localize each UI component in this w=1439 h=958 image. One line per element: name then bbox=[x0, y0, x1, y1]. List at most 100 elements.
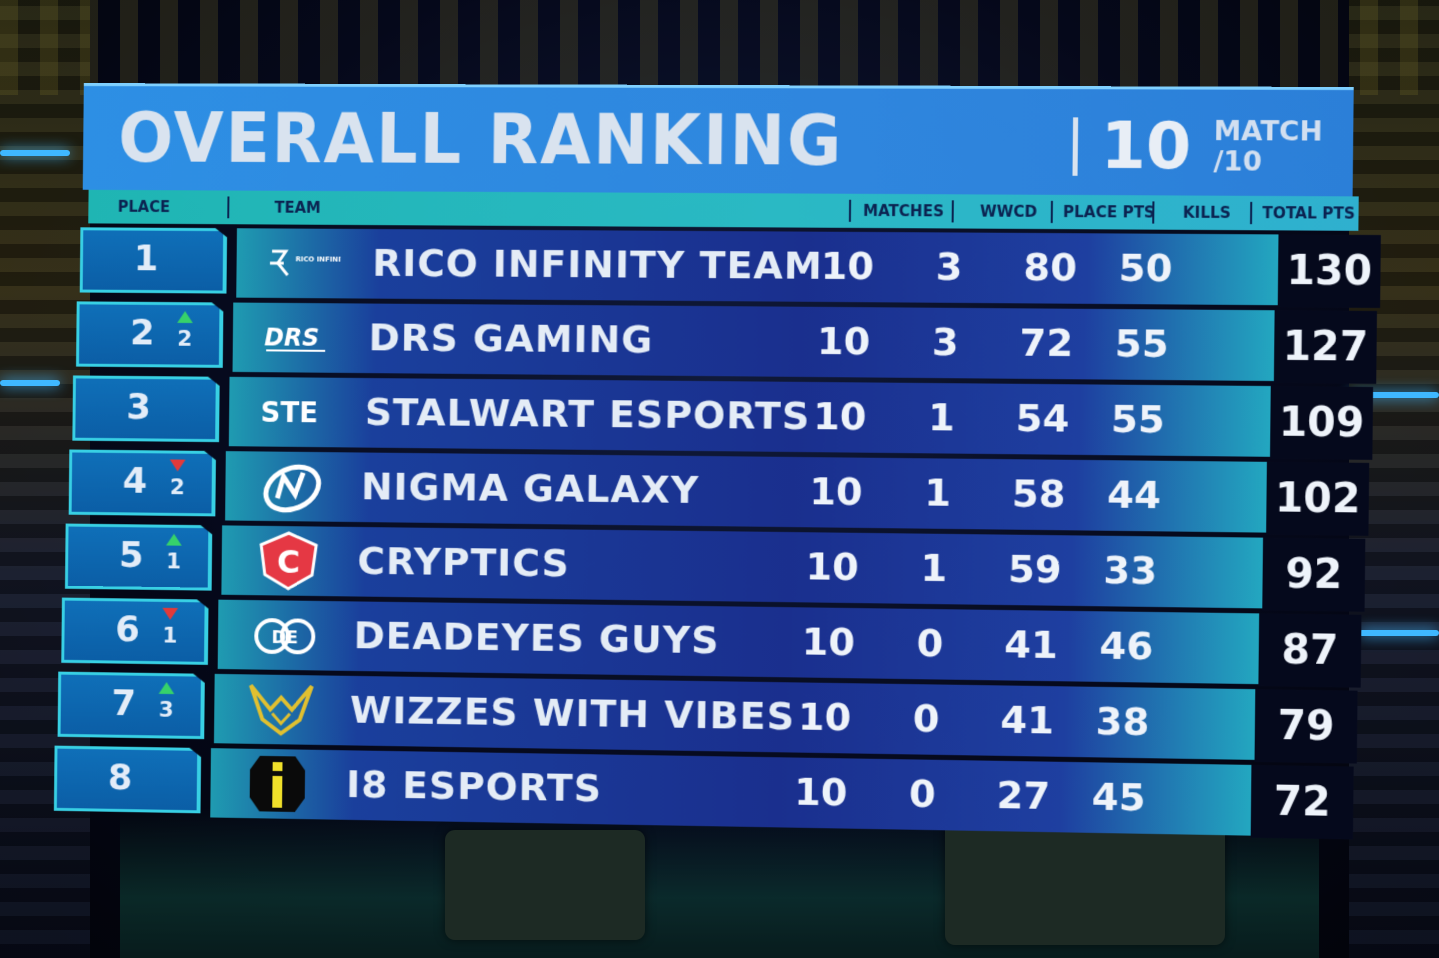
wwcd-value: 1 bbox=[924, 470, 952, 515]
total-pts-value: 109 bbox=[1269, 386, 1374, 460]
deadeyes-logo-icon: DE bbox=[247, 608, 322, 663]
place-box: 2 2 bbox=[76, 301, 223, 367]
kills-value: 46 bbox=[1099, 623, 1154, 669]
rank-change: 1 bbox=[162, 608, 178, 649]
wwcd-value: 3 bbox=[935, 244, 963, 289]
place-pts-value: 41 bbox=[1000, 697, 1055, 743]
ranking-board: OVERALL RANKING 10 MATCH /10 PLACE TEAM … bbox=[45, 83, 1381, 857]
place-pts-value: 80 bbox=[1023, 244, 1078, 290]
matches-value: 10 bbox=[809, 469, 863, 514]
column-header-row: PLACE TEAM MATCHES WWCD PLACE PTS KILLS … bbox=[88, 189, 1359, 231]
nigma-galaxy-logo-icon bbox=[255, 459, 330, 513]
header-team: TEAM bbox=[274, 198, 321, 217]
kills-value: 33 bbox=[1103, 547, 1158, 593]
place-pts-value: 72 bbox=[1019, 320, 1074, 366]
header-wwcd: WWCD bbox=[979, 202, 1038, 221]
rank-down-icon bbox=[162, 608, 178, 620]
rank-change-value: 2 bbox=[169, 475, 186, 501]
match-divider bbox=[1072, 117, 1079, 176]
total-pts-value: 102 bbox=[1266, 461, 1370, 536]
team-name: DRS GAMING bbox=[368, 315, 654, 362]
matches-value: 10 bbox=[816, 318, 871, 364]
header-matches: MATCHES bbox=[862, 201, 944, 221]
place-box: 3 bbox=[72, 375, 219, 442]
header-divider bbox=[951, 200, 954, 223]
match-label: MATCH /10 bbox=[1213, 115, 1323, 178]
place-number: 1 bbox=[133, 238, 159, 280]
team-name: RICO INFINITY TEAM bbox=[372, 240, 824, 288]
kills-value: 38 bbox=[1095, 698, 1150, 745]
place-number: 5 bbox=[118, 535, 144, 576]
kills-value: 55 bbox=[1114, 321, 1169, 366]
buggy-vehicle bbox=[445, 830, 645, 940]
ranking-row: 8 I8 ESPORTS 10 0 27 45 72 bbox=[54, 746, 1364, 840]
place-number: 6 bbox=[115, 609, 140, 651]
header-divider bbox=[1250, 201, 1253, 225]
team-name: NIGMA GALAXY bbox=[360, 464, 700, 512]
neon-light-left bbox=[0, 150, 70, 156]
header-place-pts: PLACE PTS bbox=[1062, 202, 1156, 222]
header-divider bbox=[1152, 201, 1155, 224]
wwcd-value: 1 bbox=[927, 395, 956, 440]
match-label-bottom: /10 bbox=[1213, 146, 1262, 178]
svg-text:DE: DE bbox=[271, 627, 298, 648]
match-label-top: MATCH bbox=[1213, 115, 1323, 148]
team-band: DRS DRS GAMING 10 3 72 55 bbox=[232, 302, 1275, 382]
matches-value: 10 bbox=[794, 769, 848, 815]
place-number: 4 bbox=[122, 460, 148, 502]
team-band: WIZZES WITH VIBES 10 0 41 38 bbox=[213, 673, 1256, 760]
header-divider bbox=[227, 196, 230, 219]
total-pts-value: 127 bbox=[1273, 310, 1377, 384]
total-pts-value: 79 bbox=[1254, 689, 1358, 764]
kills-value: 44 bbox=[1106, 472, 1162, 518]
board-title: OVERALL RANKING bbox=[118, 98, 844, 182]
rank-change: 2 bbox=[177, 311, 193, 352]
team-band: C CRYPTICS 10 1 59 33 bbox=[221, 525, 1264, 609]
rank-up-icon bbox=[166, 534, 182, 546]
title-bar: OVERALL RANKING 10 MATCH /10 bbox=[82, 83, 1354, 197]
rank-change: 3 bbox=[158, 682, 174, 723]
team-name: WIZZES WITH VIBES bbox=[349, 687, 796, 739]
rank-change: 2 bbox=[169, 459, 185, 500]
rank-change-value: 1 bbox=[162, 623, 178, 649]
header-kills: KILLS bbox=[1182, 203, 1231, 223]
wwcd-value: 1 bbox=[920, 545, 948, 591]
place-box: 6 1 bbox=[61, 598, 208, 665]
team-name: I8 ESPORTS bbox=[346, 762, 603, 811]
kills-value: 50 bbox=[1118, 245, 1173, 291]
svg-text:DRS: DRS bbox=[264, 323, 319, 351]
ranking-row: 6 1 DE DEADEYES GUYS 10 0 41 46 87 bbox=[61, 598, 1372, 688]
kills-value: 45 bbox=[1091, 774, 1146, 820]
match-counter: 10 MATCH /10 bbox=[1072, 109, 1323, 184]
rank-change-value: 3 bbox=[158, 697, 174, 723]
team-name: STALWART ESPORTS bbox=[364, 389, 811, 439]
drs-gaming-logo-icon: DRS bbox=[262, 311, 337, 365]
rank-change: 1 bbox=[166, 534, 182, 575]
wwcd-value: 0 bbox=[916, 620, 944, 666]
i8-esports-logo-icon bbox=[240, 755, 315, 813]
jeep-vehicle bbox=[945, 820, 1225, 945]
place-number: 8 bbox=[107, 757, 133, 799]
wwcd-value: 3 bbox=[931, 319, 959, 365]
rank-up-icon bbox=[159, 682, 175, 694]
ranking-row: 2 2 DRS DRS GAMING 10 3 72 55 127 bbox=[76, 301, 1387, 384]
ranking-row: 1 RICO INFINITY TEAM RICO INFINITY TEAM … bbox=[80, 227, 1391, 308]
crowd-top bbox=[0, 0, 1439, 95]
place-pts-value: 54 bbox=[1015, 395, 1070, 441]
matches-value: 10 bbox=[813, 394, 867, 439]
neon-light-right-2 bbox=[1359, 630, 1439, 636]
matches-value: 10 bbox=[801, 619, 856, 665]
rico-infinity-logo-icon: RICO INFINITY TEAM bbox=[266, 236, 341, 290]
wizzes-logo-icon bbox=[243, 682, 318, 737]
kills-value: 55 bbox=[1110, 396, 1166, 442]
ranking-row: 4 2 NIGMA GALAXY 10 1 58 44 102 bbox=[69, 450, 1380, 536]
svg-text:STE: STE bbox=[260, 396, 318, 430]
cryptics-logo-icon: C bbox=[251, 534, 326, 588]
rank-change-value: 1 bbox=[166, 549, 182, 575]
rank-change-value: 2 bbox=[177, 326, 193, 352]
total-pts-value: 130 bbox=[1277, 234, 1381, 308]
place-box: 4 2 bbox=[69, 450, 216, 517]
team-band: NIGMA GALAXY 10 1 58 44 bbox=[225, 451, 1267, 533]
team-name: CRYPTICS bbox=[357, 538, 571, 586]
stalwart-logo-icon: STE bbox=[258, 385, 333, 439]
